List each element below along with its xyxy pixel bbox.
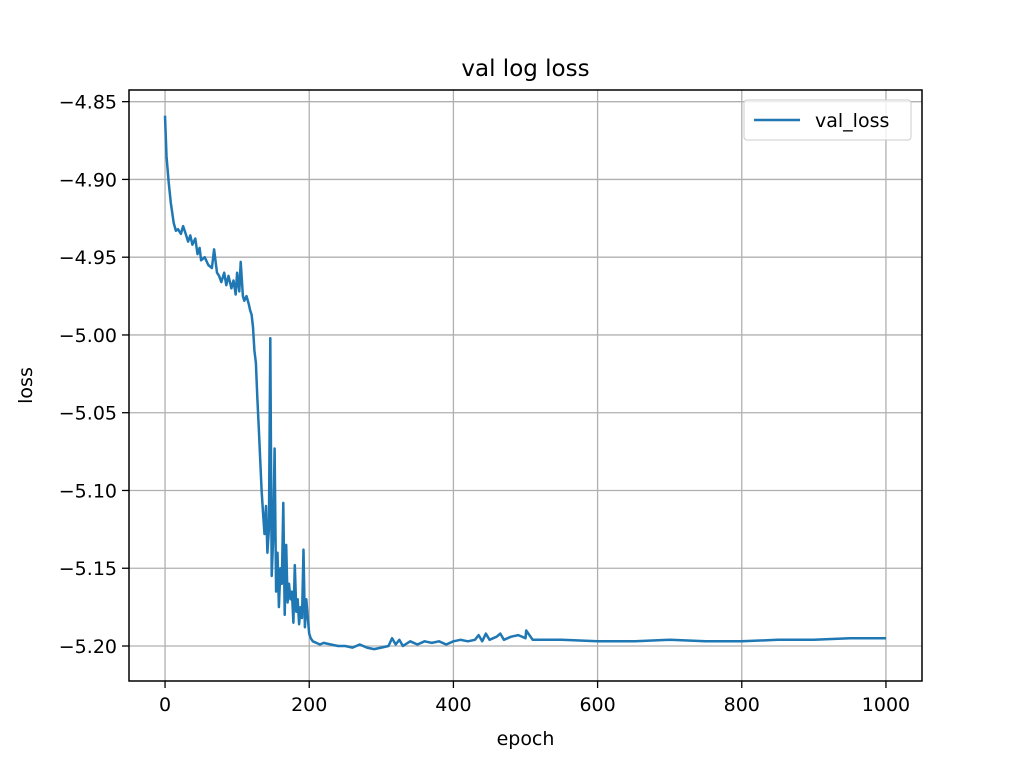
x-tick-label: 200	[291, 694, 327, 716]
series-line-val_loss	[163, 115, 886, 651]
y-tick-label: −4.95	[59, 247, 117, 269]
chart-title: val log loss	[461, 56, 589, 82]
x-tick-label: 1000	[862, 694, 910, 716]
y-tick-label: −5.20	[59, 636, 117, 658]
x-tick-label: 0	[159, 694, 171, 716]
series-layer	[163, 115, 886, 651]
x-tick-label: 800	[724, 694, 760, 716]
y-tick-label: −5.10	[59, 480, 117, 502]
y-tick-label: −4.85	[59, 92, 117, 114]
y-tick-label: −4.90	[59, 169, 117, 191]
legend: val_loss	[743, 99, 912, 141]
plot-area-frame	[128, 89, 923, 682]
legend-box	[743, 99, 912, 141]
grid-lines	[129, 90, 922, 681]
x-axis-label: epoch	[497, 728, 555, 750]
y-tick-label: −5.15	[59, 558, 117, 580]
x-axis-ticks: 0 200 400 600 800 1000	[159, 681, 910, 716]
y-axis-label: loss	[15, 367, 37, 404]
legend-entry-label: val_loss	[815, 110, 889, 132]
x-tick-label: 400	[435, 694, 471, 716]
y-tick-label: −5.00	[59, 325, 117, 347]
y-tick-label: −5.05	[59, 403, 117, 425]
x-tick-label: 600	[579, 694, 615, 716]
y-axis-ticks: −4.85 −4.90 −4.95 −5.00 −5.05 −5.10 −5.15 −5.20	[59, 92, 129, 658]
